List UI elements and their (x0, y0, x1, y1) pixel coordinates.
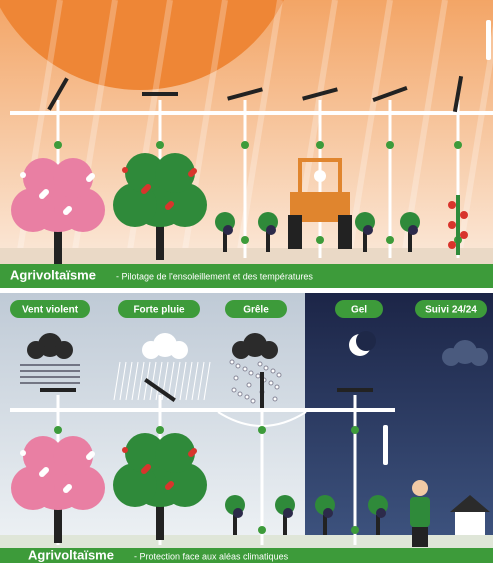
fruit (188, 451, 194, 457)
hail (230, 360, 234, 364)
sensor (316, 236, 324, 244)
hail (251, 399, 255, 403)
tomato (448, 201, 456, 209)
fruit (39, 193, 45, 199)
tomato (460, 231, 468, 239)
hail (249, 371, 253, 375)
caption-subtitle: - Pilotage de l'ensoleillement et des te… (116, 271, 313, 281)
hail (247, 383, 251, 387)
cloud (142, 341, 160, 359)
cloud (232, 341, 250, 359)
fruit (63, 209, 69, 215)
sensor (241, 236, 249, 244)
hail (256, 374, 260, 378)
sensor (316, 141, 324, 149)
weather-label: Vent violent (22, 305, 79, 316)
sensor (54, 426, 62, 434)
solar-panel (260, 372, 264, 408)
grapes (408, 225, 418, 235)
grapes (266, 225, 276, 235)
grapes (283, 508, 293, 518)
grapes (376, 508, 386, 518)
hail (277, 373, 281, 377)
farmer-body (410, 497, 430, 527)
farmer-head (412, 480, 428, 496)
hail (245, 395, 249, 399)
sensor (54, 141, 62, 149)
farmer (314, 170, 326, 182)
farmer-legs (412, 527, 428, 547)
weather-label: Gel (351, 305, 367, 316)
tractor-wheel (288, 215, 302, 249)
tomato-stem (456, 195, 460, 255)
grapes (233, 508, 243, 518)
hail (234, 376, 238, 380)
moon-shadow (356, 331, 376, 351)
house (455, 510, 485, 535)
hail (258, 362, 262, 366)
solar-panel (142, 92, 178, 96)
top-panel (0, 0, 493, 265)
caption-title: Agrivoltaïsme (28, 547, 114, 562)
grapes (223, 225, 233, 235)
cloud (442, 348, 460, 366)
hail (271, 369, 275, 373)
infographic: Vent violent Forte pluie Grêle Gel Suivi 24/… (0, 0, 493, 563)
fruit (86, 176, 92, 182)
fruit (20, 450, 26, 456)
fruit (141, 468, 147, 474)
fruit (188, 171, 194, 177)
hail (269, 381, 273, 385)
weather-label: Forte pluie (133, 305, 185, 316)
fruit (20, 172, 26, 178)
tomato (448, 241, 456, 249)
thermometer (486, 20, 491, 60)
fruit (63, 487, 69, 493)
sensor (258, 526, 266, 534)
cloud (27, 341, 45, 359)
caption-subtitle: - Protection face aux aléas climatiques (134, 551, 289, 561)
grapes (323, 508, 333, 518)
sensor (351, 526, 359, 534)
solar-panel (337, 388, 373, 392)
fruit (39, 471, 45, 477)
day-sky (0, 293, 305, 548)
sensor (386, 141, 394, 149)
fruit (86, 454, 92, 460)
fruit (141, 188, 147, 194)
sensor (454, 141, 462, 149)
caption-title: Agrivoltaïsme (10, 267, 96, 282)
sensor (351, 426, 359, 434)
sensor (156, 141, 164, 149)
fruit (165, 204, 171, 210)
tomato (448, 221, 456, 229)
hail (243, 367, 247, 371)
sensor (386, 236, 394, 244)
fruit (165, 484, 171, 490)
weather-label: Grêle (243, 305, 269, 316)
cloud (170, 341, 188, 359)
sensor (258, 426, 266, 434)
grapes (363, 225, 373, 235)
solar-panel (40, 388, 76, 392)
hail (273, 397, 277, 401)
hail (232, 388, 236, 392)
tomato (460, 211, 468, 219)
fruit (122, 167, 128, 173)
fruit (122, 447, 128, 453)
thermometer (383, 425, 388, 465)
hail (264, 366, 268, 370)
cloud (55, 341, 73, 359)
hail (275, 385, 279, 389)
cloud (260, 341, 278, 359)
hail (236, 364, 240, 368)
cloud (470, 348, 488, 366)
weather-label: Suivi 24/24 (425, 305, 477, 316)
hail (238, 392, 242, 396)
sensor (156, 426, 164, 434)
sensor (241, 141, 249, 149)
tractor-wheel (338, 215, 352, 249)
bottom-panel: Vent violent Forte pluie Grêle Gel Suivi 24/… (0, 290, 493, 548)
